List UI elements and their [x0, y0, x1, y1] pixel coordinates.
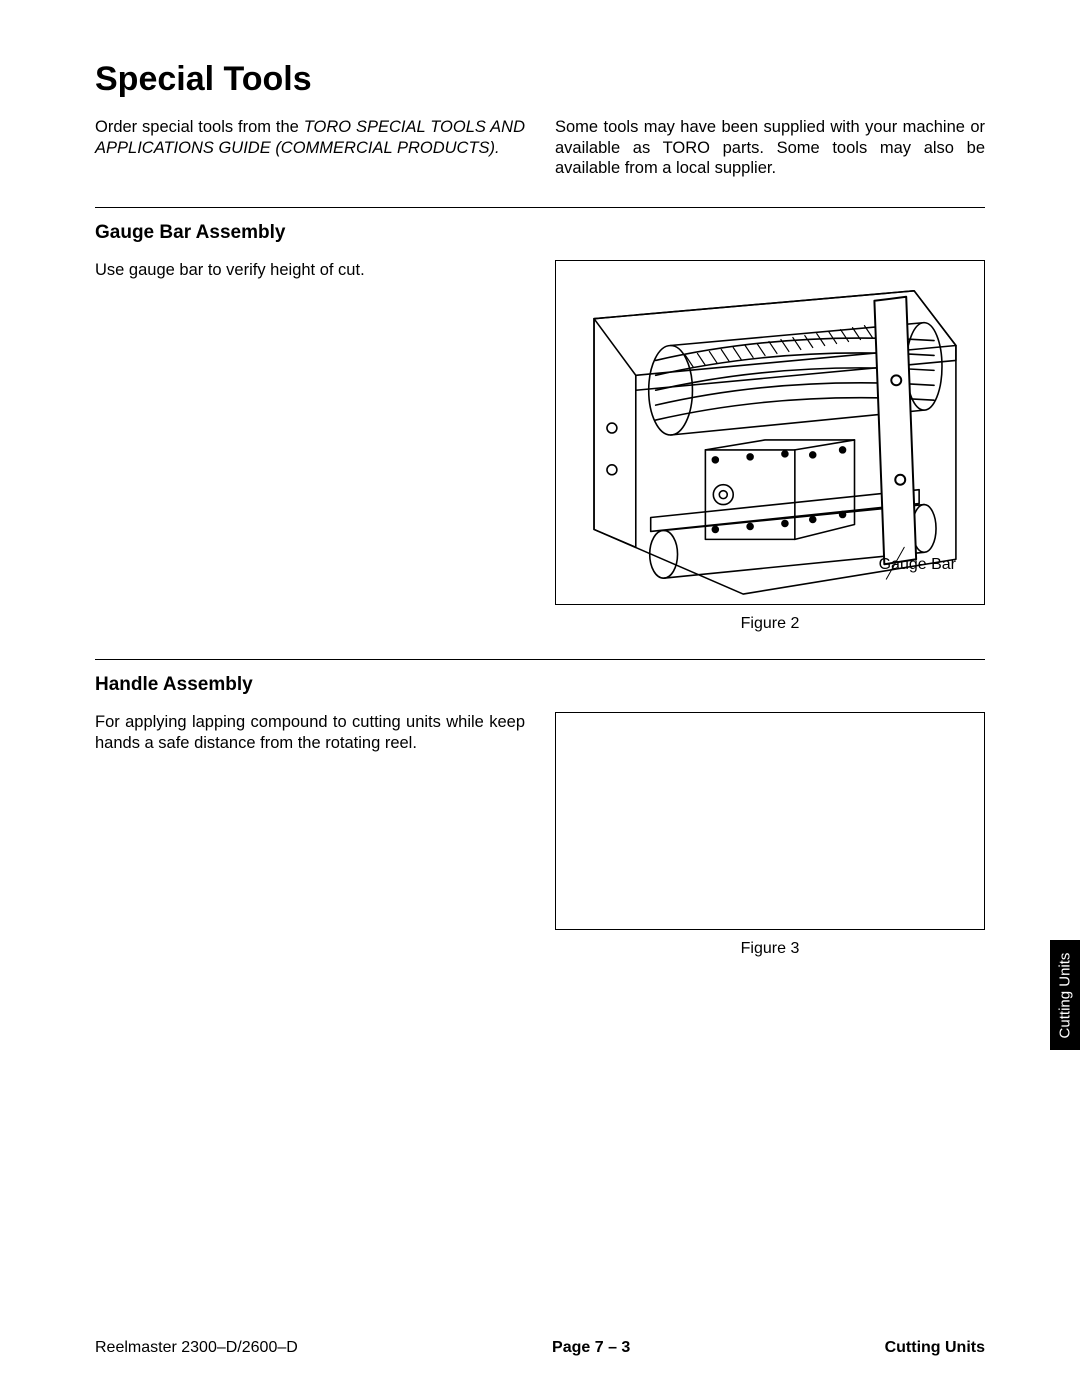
figure-3-col: Figure 3 [555, 712, 985, 958]
figure-3-box [555, 712, 985, 930]
intro-left: Order special tools from the TORO SPECIA… [95, 117, 525, 179]
handle-text: For applying lapping compound to cutting… [95, 712, 525, 958]
intro-right: Some tools may have been supplied with y… [555, 117, 985, 179]
intro-columns: Order special tools from the TORO SPECIA… [95, 117, 985, 179]
intro-left-prefix: Order special tools from the [95, 118, 304, 136]
footer-left: Reelmaster 2300–D/2600–D [95, 1339, 298, 1357]
figure-3-caption: Figure 3 [741, 940, 800, 958]
figure-2-caption: Figure 2 [741, 615, 800, 633]
divider-1 [95, 207, 985, 208]
footer-right: Cutting Units [885, 1339, 985, 1357]
handle-title: Handle Assembly [95, 674, 985, 696]
figure-2-box: Gauge Bar [555, 260, 985, 605]
footer-center: Page 7 – 3 [552, 1339, 630, 1357]
gauge-bar-row: Use gauge bar to verify height of cut. [95, 260, 985, 633]
gauge-bar-illustration [556, 261, 984, 604]
gauge-bar-text: Use gauge bar to verify height of cut. [95, 260, 525, 633]
gauge-bar-callout: Gauge Bar [879, 556, 956, 574]
figure-2-col: Gauge Bar Figure 2 [555, 260, 985, 633]
page-title: Special Tools [95, 60, 985, 99]
gauge-bar-title: Gauge Bar Assembly [95, 222, 985, 244]
handle-row: For applying lapping compound to cutting… [95, 712, 985, 958]
page-footer: Reelmaster 2300–D/2600–D Page 7 – 3 Cutt… [95, 1339, 985, 1357]
side-tab-label: Cutting Units [1057, 952, 1074, 1038]
divider-2 [95, 659, 985, 660]
side-tab: Cutting Units [1050, 940, 1080, 1050]
